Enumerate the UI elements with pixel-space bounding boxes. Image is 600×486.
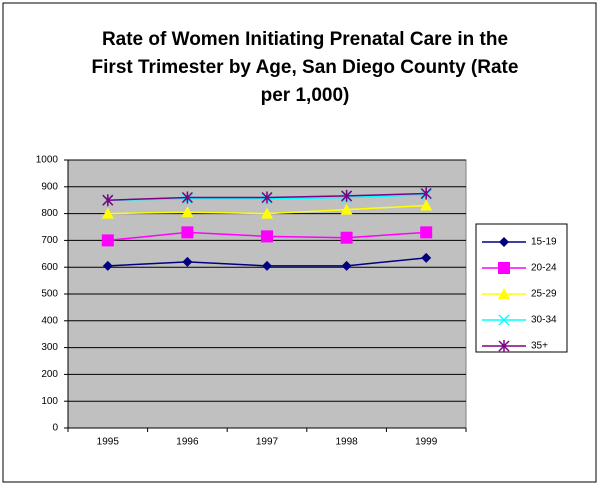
marker (340, 231, 353, 244)
legend-entry: 20-24 (482, 262, 557, 274)
marker (261, 191, 273, 204)
x-tick-label: 1996 (176, 437, 199, 448)
legend-entry: 35+ (482, 340, 548, 352)
y-tick-label: 0 (52, 423, 58, 434)
y-tick-label: 400 (41, 315, 58, 326)
y-tick-label: 300 (41, 342, 58, 353)
legend-label: 35+ (531, 341, 548, 352)
marker (182, 256, 193, 267)
marker (498, 314, 510, 326)
marker (181, 226, 194, 239)
marker (340, 203, 353, 215)
legend-label: 20-24 (531, 263, 557, 274)
marker (101, 207, 114, 219)
x-tick-label: 1997 (256, 437, 279, 448)
legend-entry: 25-29 (482, 288, 557, 300)
marker (420, 187, 432, 200)
marker (102, 260, 113, 271)
chart-title: Rate of Women Initiating Prenatal Care i… (91, 29, 519, 106)
marker (421, 252, 432, 263)
marker (498, 288, 510, 299)
y-tick-label: 800 (41, 208, 58, 219)
y-tick-label: 500 (41, 289, 58, 300)
y-tick-label: 900 (41, 181, 58, 192)
legend-label: 15-19 (531, 237, 557, 248)
x-tick-label: 1995 (97, 437, 120, 448)
marker (341, 260, 352, 271)
marker (181, 206, 194, 218)
legend-entry: 15-19 (482, 237, 557, 248)
marker (102, 194, 114, 207)
marker (261, 207, 273, 219)
x-tick-label: 1999 (415, 437, 438, 448)
marker (420, 199, 433, 211)
marker (261, 230, 273, 243)
legend-label: 25-29 (531, 289, 557, 300)
marker (341, 189, 353, 202)
legend-box (475, 223, 568, 353)
y-tick-label: 700 (41, 235, 58, 246)
legend-entry: 30-34 (482, 314, 557, 326)
marker (498, 262, 510, 274)
marker (181, 191, 193, 204)
y-tick-label: 100 (41, 396, 58, 407)
marker (498, 340, 510, 352)
marker (420, 226, 433, 239)
legend-label: 30-34 (531, 315, 557, 326)
marker (262, 260, 272, 271)
marker (101, 234, 114, 247)
y-tick-label: 1000 (36, 155, 59, 166)
y-tick-label: 200 (41, 369, 58, 380)
x-tick-label: 1998 (335, 437, 358, 448)
y-tick-label: 600 (41, 262, 58, 273)
marker (499, 237, 509, 247)
